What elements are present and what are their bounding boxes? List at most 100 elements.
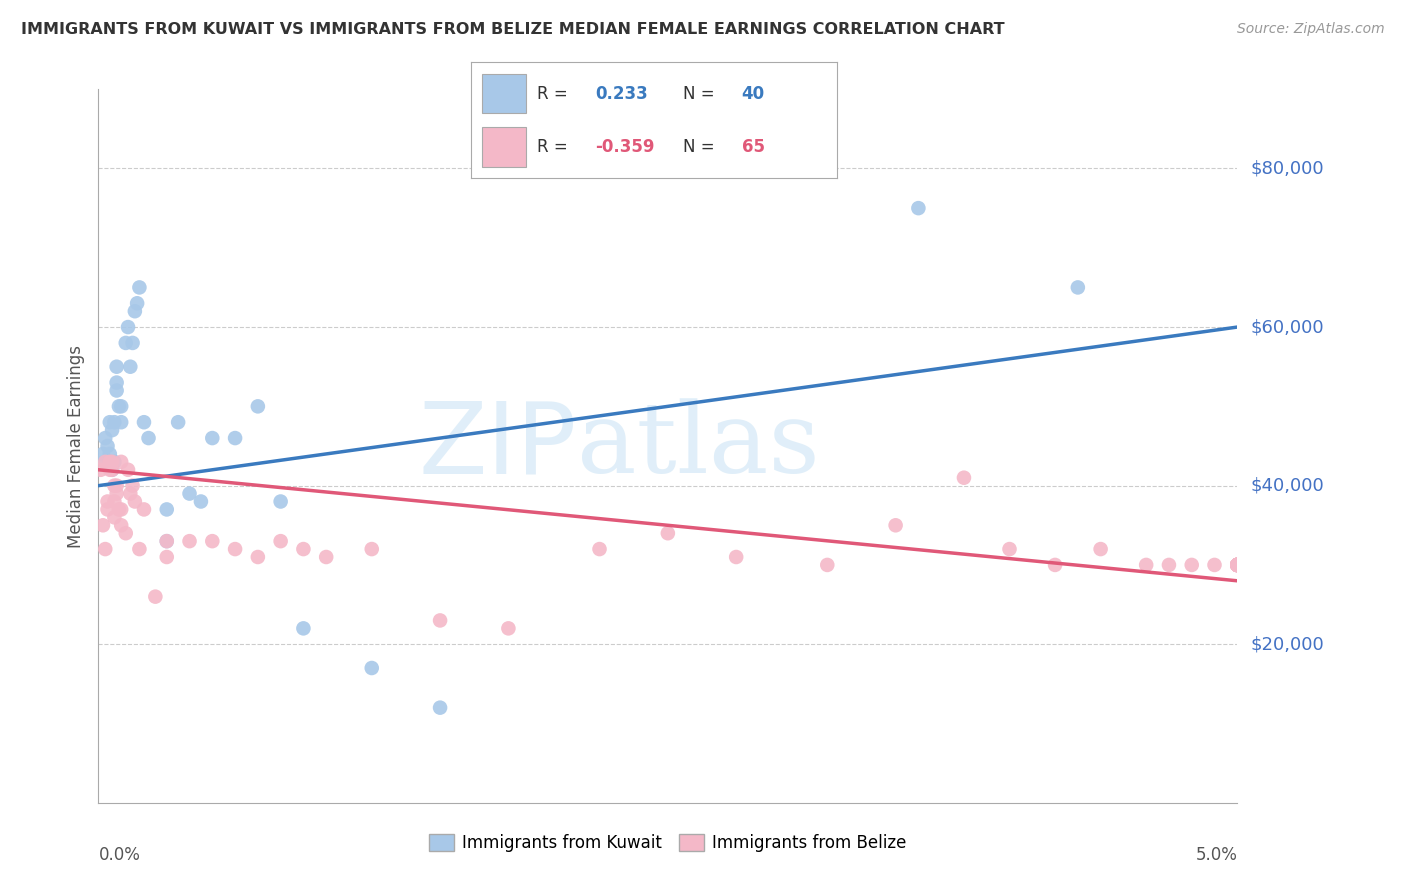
Point	[1067, 280, 1090, 294]
Point	[96, 494, 118, 508]
Point	[498, 621, 520, 635]
Point	[98, 455, 121, 469]
Point	[124, 304, 146, 318]
Point	[110, 400, 132, 414]
Point	[138, 431, 160, 445]
Point	[270, 494, 292, 508]
Point	[224, 542, 246, 557]
Point	[292, 621, 315, 635]
Point	[907, 201, 929, 215]
Point	[1226, 558, 1249, 572]
Point	[1226, 558, 1249, 572]
Text: R =: R =	[537, 138, 572, 156]
Point	[201, 431, 224, 445]
Point	[91, 518, 114, 533]
Point	[1090, 542, 1112, 557]
Point	[124, 494, 146, 508]
Point	[108, 400, 131, 414]
Point	[94, 542, 117, 557]
Point	[145, 590, 167, 604]
Text: N =: N =	[683, 138, 720, 156]
Point	[815, 558, 838, 572]
Text: 0.0%: 0.0%	[98, 846, 141, 863]
Point	[657, 526, 679, 541]
Point	[884, 518, 907, 533]
Point	[105, 384, 128, 398]
Point	[90, 463, 112, 477]
Point	[98, 415, 121, 429]
Text: ZIP: ZIP	[419, 398, 576, 494]
Text: $40,000: $40,000	[1251, 476, 1324, 495]
Point	[110, 518, 132, 533]
Text: R =: R =	[537, 85, 572, 103]
Point	[998, 542, 1021, 557]
Point	[360, 542, 382, 557]
Point	[1226, 558, 1249, 572]
Text: 40: 40	[741, 85, 765, 103]
Point	[246, 549, 269, 564]
Point	[105, 478, 128, 492]
Point	[156, 502, 179, 516]
Point	[110, 415, 132, 429]
Point	[108, 502, 131, 516]
Point	[725, 549, 748, 564]
Point	[201, 534, 224, 549]
Point	[98, 447, 121, 461]
Point	[120, 359, 142, 374]
Point	[360, 661, 382, 675]
Text: Source: ZipAtlas.com: Source: ZipAtlas.com	[1237, 22, 1385, 37]
Point	[128, 542, 150, 557]
Legend: Immigrants from Kuwait, Immigrants from Belize: Immigrants from Kuwait, Immigrants from …	[422, 827, 914, 859]
Point	[156, 549, 179, 564]
Point	[224, 431, 246, 445]
Point	[156, 534, 179, 549]
Point	[121, 478, 143, 492]
Point	[114, 335, 136, 350]
Point	[1226, 558, 1249, 572]
Point	[190, 494, 212, 508]
Point	[101, 423, 124, 437]
Point	[105, 376, 128, 390]
Point	[1181, 558, 1204, 572]
Point	[120, 486, 142, 500]
Point	[1226, 558, 1249, 572]
Point	[127, 296, 149, 310]
Point	[96, 502, 118, 516]
Point	[103, 478, 125, 492]
FancyBboxPatch shape	[482, 74, 526, 113]
Text: atlas: atlas	[576, 398, 820, 494]
Point	[94, 455, 117, 469]
Point	[1204, 558, 1226, 572]
Point	[103, 494, 125, 508]
Point	[98, 463, 121, 477]
Text: -0.359: -0.359	[595, 138, 655, 156]
Point	[103, 510, 125, 524]
Point	[110, 455, 132, 469]
Point	[101, 463, 124, 477]
Point	[167, 415, 190, 429]
Point	[103, 455, 125, 469]
Point	[91, 447, 114, 461]
Point	[1226, 558, 1249, 572]
Point	[121, 335, 143, 350]
Point	[292, 542, 315, 557]
Point	[1226, 558, 1249, 572]
Point	[98, 455, 121, 469]
Point	[1157, 558, 1180, 572]
Point	[270, 534, 292, 549]
Point	[315, 549, 337, 564]
Point	[156, 534, 179, 549]
Point	[94, 431, 117, 445]
Text: 5.0%: 5.0%	[1195, 846, 1237, 863]
Point	[114, 526, 136, 541]
Point	[1226, 558, 1249, 572]
Text: 65: 65	[741, 138, 765, 156]
Point	[1226, 558, 1249, 572]
Point	[429, 614, 451, 628]
Point	[132, 502, 155, 516]
Point	[94, 455, 117, 469]
Point	[179, 486, 201, 500]
FancyBboxPatch shape	[482, 128, 526, 167]
Point	[110, 502, 132, 516]
Point	[1226, 558, 1249, 572]
